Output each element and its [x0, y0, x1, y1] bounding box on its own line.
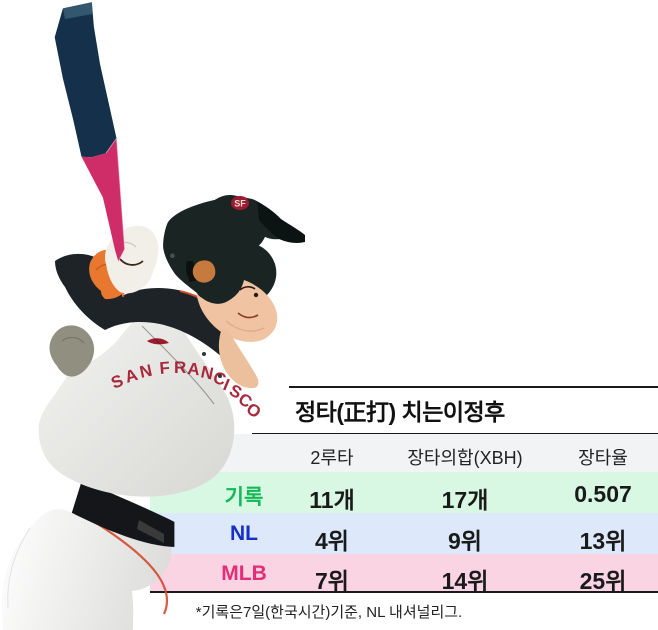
svg-text:A: A [187, 359, 201, 379]
svg-text:F: F [159, 358, 171, 378]
svg-text:SF: SF [234, 199, 246, 209]
